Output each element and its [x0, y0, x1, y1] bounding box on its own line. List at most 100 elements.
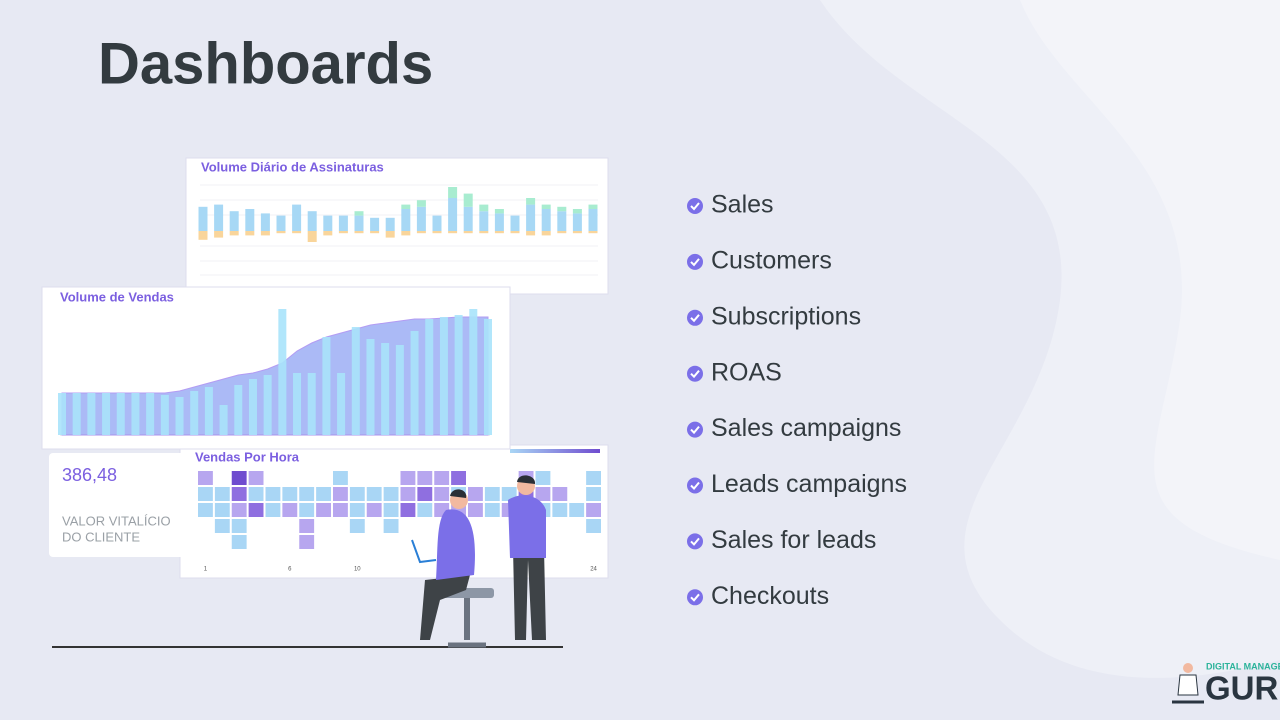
bar [307, 211, 317, 231]
heat-cell [417, 503, 433, 517]
check-mark [690, 593, 700, 602]
bar [395, 345, 404, 435]
heat-cell [299, 519, 315, 533]
bar [557, 206, 567, 212]
chart-title: Volume de Vendas [60, 289, 174, 304]
list-item: Checkouts [711, 582, 829, 610]
x-tick-label: 1 [204, 567, 208, 573]
heat-cell [417, 471, 433, 485]
bar [198, 231, 208, 240]
bar [526, 231, 536, 236]
bar [448, 231, 458, 234]
bar [557, 211, 567, 231]
bar [351, 327, 360, 435]
bar [432, 215, 442, 231]
heat-cell [434, 487, 450, 501]
heat-cell [400, 471, 416, 485]
bar [354, 211, 364, 216]
chart-title: Vendas Por Hora [195, 449, 300, 464]
bar [72, 393, 81, 435]
bar [510, 215, 520, 231]
bar [260, 231, 270, 236]
check-icon [687, 421, 703, 438]
list-item: Customers [711, 247, 832, 275]
heat-cell [383, 487, 399, 501]
heat-cell [586, 487, 601, 501]
x-tick-label: 10 [354, 567, 361, 573]
heat-cell [214, 503, 230, 517]
heat-cell [468, 503, 483, 517]
heat-cell [248, 487, 264, 501]
heat-cell [383, 519, 399, 533]
illustration [52, 475, 563, 648]
bar [494, 231, 504, 234]
heat-cell [265, 503, 281, 517]
heat-cell [333, 503, 348, 517]
list-item: Sales for leads [711, 526, 876, 554]
heat-cell [198, 487, 213, 501]
heat-cell [451, 471, 466, 485]
bar [463, 231, 473, 234]
bar [366, 339, 375, 435]
bar [494, 213, 504, 231]
logo-name: GURU [1205, 670, 1280, 707]
bar [354, 215, 364, 231]
bar [463, 193, 473, 207]
bar [337, 373, 346, 435]
list-item: Subscriptions [711, 302, 861, 330]
bar [292, 231, 302, 234]
bar [385, 217, 395, 231]
heat-cell [198, 471, 213, 485]
bar [479, 231, 489, 234]
bar [526, 204, 536, 231]
bar [588, 209, 598, 231]
bar [448, 198, 458, 231]
bar [276, 231, 286, 234]
bar [401, 209, 411, 231]
bar [557, 231, 567, 234]
heat-cell [400, 503, 416, 517]
heat-cell [569, 503, 585, 517]
chart-title: Volume Diário de Assinaturas [201, 159, 384, 174]
check-mark [690, 314, 700, 323]
heat-cell [434, 471, 450, 485]
bar [175, 397, 184, 435]
bar [463, 206, 473, 231]
bar [469, 309, 478, 435]
bar [541, 231, 551, 236]
kpi-label: VALOR VITALÍCIO [62, 513, 171, 528]
bar [102, 393, 111, 435]
bar [234, 385, 243, 435]
bar [307, 373, 316, 435]
bar [416, 200, 426, 207]
heat-cell [214, 519, 230, 533]
logo: DIGITAL MANAGER GURU [1172, 661, 1280, 707]
bar [323, 231, 333, 236]
heat-cell [198, 503, 213, 517]
kpi-card [49, 453, 196, 557]
legend-gradient [510, 449, 600, 453]
bar [510, 231, 520, 234]
wave [1020, 0, 1280, 560]
bar [160, 395, 169, 435]
bar [425, 319, 434, 435]
bar [370, 217, 380, 231]
bar [401, 231, 411, 236]
bar [484, 319, 492, 435]
heat-cell [333, 471, 348, 485]
bar [214, 231, 224, 238]
heat-cell [299, 487, 315, 501]
heat-cell [299, 535, 315, 549]
check-icon [687, 253, 703, 270]
bar [572, 209, 582, 214]
heat-cell [231, 471, 247, 485]
bar [214, 204, 224, 231]
heat-cell [586, 471, 601, 485]
bar [526, 198, 536, 205]
bar [479, 211, 489, 231]
heat-cell [535, 471, 551, 485]
bar [572, 213, 582, 231]
bar [338, 215, 348, 231]
check-mark [690, 370, 700, 379]
